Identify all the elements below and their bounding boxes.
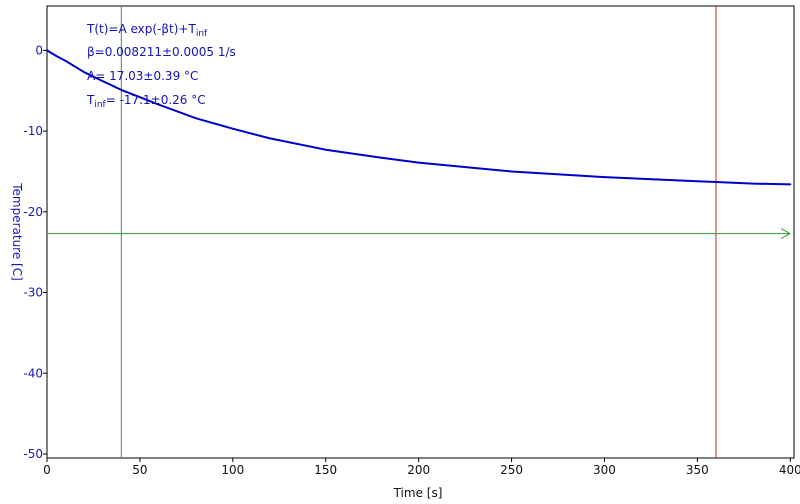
x-axis-ticks: 0 50 100 150 200 250 300 350 400 [43, 458, 800, 477]
y-tick-label: -50 [23, 447, 43, 461]
x-axis-label: Time [s] [393, 486, 443, 500]
y-tick-label: -30 [23, 286, 43, 300]
fit-model-text: T(t)=A exp(-βt)+Tinf [86, 22, 208, 39]
x-tick-label: 150 [314, 463, 337, 477]
series-line [46, 49, 792, 186]
x-tick-label: 250 [500, 463, 523, 477]
series-layer [46, 49, 792, 186]
x-tick-label: 50 [132, 463, 147, 477]
y-axis-label: Temperature [C] [10, 182, 24, 281]
fit-annotation: T(t)=A exp(-βt)+Tinf β=0.008211±0.0005 1… [86, 22, 236, 110]
y-tick-label: -10 [23, 124, 43, 138]
fit-a-text: A= 17.03±0.39 °C [87, 69, 198, 83]
fit-tinf-text: Tinf= -17.1±0.26 °C [86, 93, 206, 110]
y-tick-label: -20 [23, 205, 43, 219]
y-tick-label: -40 [23, 366, 43, 380]
x-tick-label: 0 [43, 463, 51, 477]
x-tick-label: 400 [779, 463, 800, 477]
y-tick-label: 0 [35, 43, 43, 57]
x-tick-label: 100 [221, 463, 244, 477]
x-tick-label: 300 [593, 463, 616, 477]
y-axis-ticks: 0 -10 -20 -30 -40 -50 [23, 43, 47, 461]
cursor-layer [47, 6, 792, 458]
fit-beta-text: β=0.008211±0.0005 1/s [87, 45, 236, 59]
plot-area [46, 5, 795, 459]
cursor-arrow-icon[interactable] [780, 228, 792, 240]
x-tick-label: 350 [686, 463, 709, 477]
x-tick-label: 200 [407, 463, 430, 477]
